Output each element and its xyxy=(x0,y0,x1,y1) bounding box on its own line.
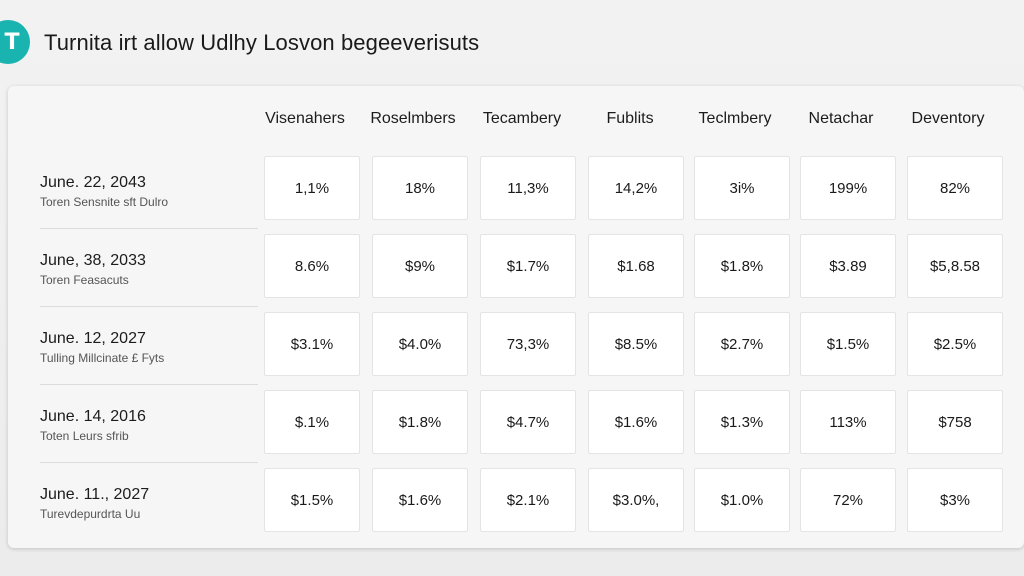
column-header[interactable]: Tecambery xyxy=(482,110,562,127)
table-cell[interactable]: 3i% xyxy=(694,156,790,220)
column-header[interactable]: Fublits xyxy=(606,110,654,127)
table-cell[interactable]: $1.8% xyxy=(694,234,790,298)
table-row[interactable]: June, 38, 2033 Toren Feasacuts 8.6% $9% … xyxy=(8,228,1024,307)
column-header[interactable]: Netachar xyxy=(808,110,874,127)
row-divider xyxy=(40,306,258,307)
table-cell[interactable]: 8.6% xyxy=(264,234,360,298)
row-date: June. 12, 2027 xyxy=(40,330,146,347)
table-cell[interactable]: $2.7% xyxy=(694,312,790,376)
row-date: June. 22, 2043 xyxy=(40,174,146,191)
column-header[interactable]: Teclmbery xyxy=(698,110,772,127)
row-subtitle: Toren Feasacuts xyxy=(40,273,129,287)
table-cell[interactable]: 113% xyxy=(800,390,896,454)
row-label: June. 22, 2043 Toren Sensnite sft Dulro xyxy=(40,174,270,209)
row-label: June, 38, 2033 Toren Feasacuts xyxy=(40,252,270,287)
data-table-card: Visenahers Roselmbers Tecambery Fublits … xyxy=(8,86,1024,548)
row-subtitle: Toren Sensnite sft Dulro xyxy=(40,195,169,209)
table-cell[interactable]: 199% xyxy=(800,156,896,220)
table-cell[interactable]: $3.0%, xyxy=(588,468,684,532)
table-cell[interactable]: $1.6% xyxy=(588,390,684,454)
table-cell[interactable]: $3.1% xyxy=(264,312,360,376)
table-cell[interactable]: $758 xyxy=(907,390,1003,454)
table-cell[interactable]: 18% xyxy=(372,156,468,220)
table-cell[interactable]: $1.68 xyxy=(588,234,684,298)
table-cell[interactable]: 72% xyxy=(800,468,896,532)
row-subtitle: Tulling Millcinate £ Fyts xyxy=(40,351,165,365)
table-cell[interactable]: $1.5% xyxy=(264,468,360,532)
row-date: June. 14, 2016 xyxy=(40,408,146,425)
table-cell[interactable]: 82% xyxy=(907,156,1003,220)
table-cell[interactable]: $1.6% xyxy=(372,468,468,532)
row-divider xyxy=(40,228,258,229)
row-date: June, 38, 2033 xyxy=(40,252,146,269)
table-cell[interactable]: $9% xyxy=(372,234,468,298)
table-cell[interactable]: $1.0% xyxy=(694,468,790,532)
table-cell[interactable]: 14,2% xyxy=(588,156,684,220)
table-cell[interactable]: $1.5% xyxy=(800,312,896,376)
table-row[interactable]: June. 11., 2027 Turevdepurdrta Uu $1.5% … xyxy=(8,462,1024,540)
row-label: June. 14, 2016 Toten Leurs sfrib xyxy=(40,408,270,443)
row-label: June. 11., 2027 Turevdepurdrta Uu xyxy=(40,486,270,521)
row-divider xyxy=(40,384,258,385)
table-cell[interactable]: $3.89 xyxy=(800,234,896,298)
table-cell[interactable]: $1.3% xyxy=(694,390,790,454)
table-cell[interactable]: $4.7% xyxy=(480,390,576,454)
row-divider xyxy=(40,462,258,463)
row-label: June. 12, 2027 Tulling Millcinate £ Fyts xyxy=(40,330,270,365)
column-header[interactable]: Roselmbers xyxy=(370,110,456,127)
row-subtitle: Turevdepurdrta Uu xyxy=(40,507,141,521)
header: T Turnita irt allow Udlhy Losvon begeeve… xyxy=(0,18,1024,70)
page-title: Turnita irt allow Udlhy Losvon begeeveri… xyxy=(44,30,480,55)
table-cell[interactable]: $2.1% xyxy=(480,468,576,532)
table-cell[interactable]: $1.8% xyxy=(372,390,468,454)
row-date: June. 11., 2027 xyxy=(40,486,150,503)
table-cell[interactable]: $1.7% xyxy=(480,234,576,298)
table-cell[interactable]: $8.5% xyxy=(588,312,684,376)
table-cell[interactable]: 1,1% xyxy=(264,156,360,220)
table-cell[interactable]: $5,8.58 xyxy=(907,234,1003,298)
table-cell[interactable]: $3% xyxy=(907,468,1003,532)
table-row[interactable]: June. 14, 2016 Toten Leurs sfrib $.1% $1… xyxy=(8,384,1024,463)
column-header[interactable]: Deventory xyxy=(911,110,985,127)
table-cell[interactable]: 11,3% xyxy=(480,156,576,220)
table-cell[interactable]: $2.5% xyxy=(907,312,1003,376)
table-row[interactable]: June. 22, 2043 Toren Sensnite sft Dulro … xyxy=(8,150,1024,229)
app-logo: T xyxy=(0,20,30,64)
row-subtitle: Toten Leurs sfrib xyxy=(40,429,129,443)
table-cell[interactable]: 73,3% xyxy=(480,312,576,376)
table-cell[interactable]: $4.0% xyxy=(372,312,468,376)
table-row[interactable]: June. 12, 2027 Tulling Millcinate £ Fyts… xyxy=(8,306,1024,385)
table-cell[interactable]: $.1% xyxy=(264,390,360,454)
column-header[interactable]: Visenahers xyxy=(265,110,345,127)
